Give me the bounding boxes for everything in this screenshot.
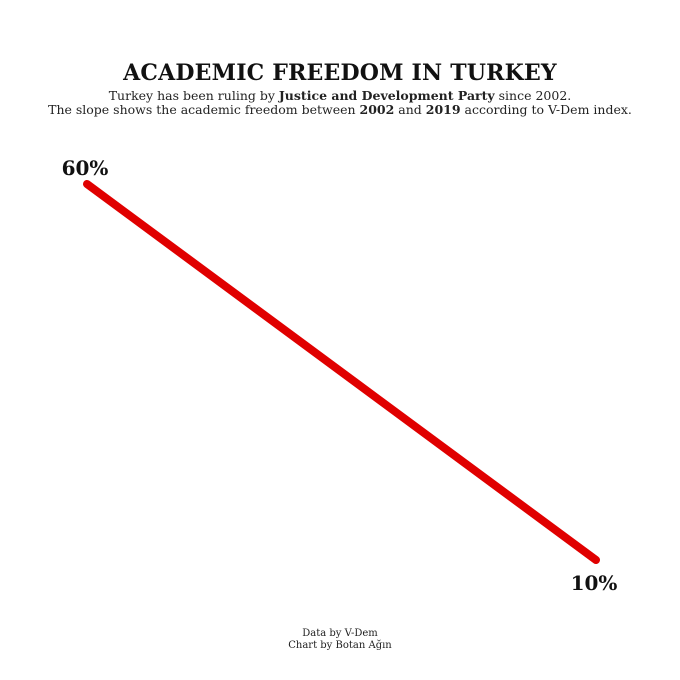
chart-subtitle-line-2: The slope shows the academic freedom bet… [0, 102, 680, 117]
subtitle-text: Turkey has been ruling by [108, 88, 279, 103]
subtitle-emphasis: 2019 [425, 102, 461, 117]
subtitle-text: and [394, 102, 426, 117]
data-source-note: Data by V-Dem [302, 628, 378, 639]
chart-subtitle-line-1: Turkey has been ruling by Justice and De… [0, 88, 680, 103]
slope-line [83, 180, 600, 564]
chart-title: ACADEMIC FREEDOM IN TURKEY [123, 60, 557, 86]
subtitle-emphasis: 2002 [359, 102, 395, 117]
subtitle-text: according to V-Dem index. [460, 102, 632, 117]
data-label-2002: 60% [62, 156, 109, 180]
subtitle-text: The slope shows the academic freedom bet… [48, 102, 360, 117]
subtitle-text: since 2002. [494, 88, 572, 103]
data-label-2019: 10% [571, 571, 618, 595]
chart-credit-note: Chart by Botan Ağın [288, 640, 392, 651]
subtitle-emphasis: Justice and Development Party [278, 88, 495, 103]
